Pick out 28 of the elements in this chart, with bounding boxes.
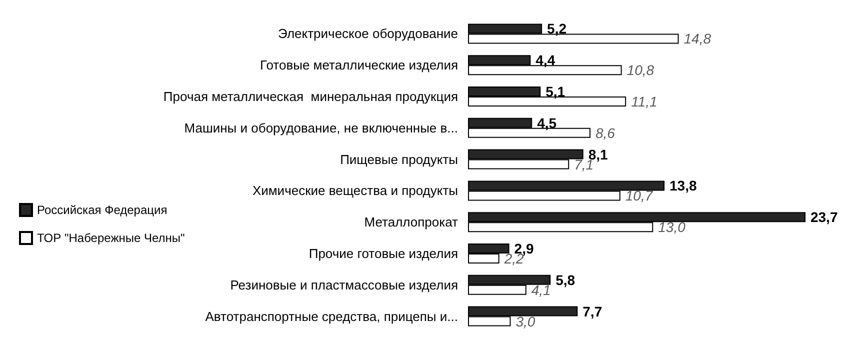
y-tick-label: Пищевые продукты (340, 152, 458, 167)
data-label: 8,6 (595, 124, 616, 141)
data-label: 14,8 (684, 30, 712, 47)
data-label: 11,1 (631, 94, 658, 110)
y-tick-label: Химические вещества и продукты (252, 183, 458, 198)
y-tick-label: Резиновые и пластмассовые изделия (230, 277, 458, 292)
data-label: 10,8 (626, 62, 654, 78)
data-label: 4,5 (537, 114, 557, 131)
legend-label: Российская Федерация (37, 203, 168, 217)
data-label: 5,1 (546, 84, 566, 100)
data-label: 4,1 (531, 282, 551, 298)
y-tick-label: Электрическое оборудование (278, 26, 458, 42)
data-label: 3,0 (516, 313, 536, 330)
data-label: 4,4 (536, 52, 556, 68)
legend-label: ТОР "Набережные Челны" (37, 231, 185, 245)
data-label: 5,2 (547, 20, 567, 37)
data-label: 7,7 (582, 303, 602, 320)
y-tick-label: Прочие готовые изделия (308, 246, 458, 261)
data-label: 5,8 (556, 272, 576, 288)
data-label: 13,8 (670, 178, 697, 194)
y-tick-label: Автотранспортные средства, прицепы и... (205, 308, 458, 324)
y-tick-label: Машины и оборудование, не включенные в... (184, 120, 458, 136)
data-label: 10,7 (625, 188, 654, 204)
y-tick-label: Готовые металлические изделия (260, 58, 458, 73)
y-tick-label: Прочая металлическая минеральная продукция (163, 89, 458, 104)
y-tick-label: Металлопрокат (364, 214, 458, 230)
data-label: 23,7 (810, 209, 838, 226)
data-label: 13,0 (658, 219, 686, 236)
